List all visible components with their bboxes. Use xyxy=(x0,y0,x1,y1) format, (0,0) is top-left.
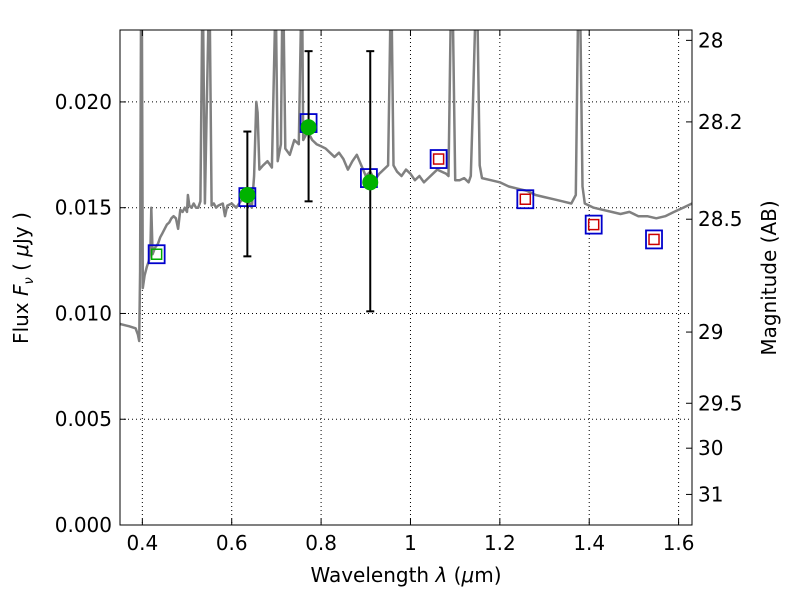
x-axis-label: Wavelength λ (μm) xyxy=(310,563,501,587)
model-flux-square xyxy=(516,189,535,210)
mag-tick-label: 31 xyxy=(698,482,723,506)
x-tick-label: 1.4 xyxy=(573,531,605,555)
mag-tick-label: 30 xyxy=(698,436,723,460)
inner-flux-square xyxy=(432,153,445,165)
y-tick-label: 0.010 xyxy=(55,301,112,325)
mag-tick-label: 29 xyxy=(698,320,723,344)
inner-flux-square xyxy=(587,218,600,231)
model-flux-square xyxy=(645,229,663,250)
inner-flux-square xyxy=(150,248,163,260)
plot-background xyxy=(120,30,692,525)
x-tick-label: 0.6 xyxy=(216,531,248,555)
observed-flux-point xyxy=(239,187,256,203)
inner-flux-square xyxy=(648,233,660,246)
model-flux-square xyxy=(429,149,448,169)
x-tick-label: 1 xyxy=(404,531,417,555)
model-flux-square xyxy=(584,214,603,235)
observed-flux-point xyxy=(300,119,317,136)
ticks: 0.4 0.6 0.8 1 1.2 1.4 1.6 0.000 0.005 0.010 0.015 0… xyxy=(55,28,743,555)
x-tick-label: 0.4 xyxy=(126,531,158,555)
mag-tick-label: 28.5 xyxy=(698,207,743,231)
model-flux-square xyxy=(147,244,166,265)
template-spectrum-line xyxy=(120,30,692,343)
data-layer xyxy=(120,30,692,343)
y-tick-label: 0.005 xyxy=(55,407,112,431)
y-axis-label-right: Magnitude (AB) xyxy=(757,200,781,355)
mag-tick-label: 29.5 xyxy=(698,391,743,415)
mag-tick-label: 28 xyxy=(698,28,723,52)
x-tick-label: 1.6 xyxy=(663,531,695,555)
x-tick-label: 0.8 xyxy=(305,531,337,555)
x-tick-label: 1.2 xyxy=(484,531,516,555)
y-tick-label: 0.020 xyxy=(55,90,112,114)
inner-flux-square xyxy=(519,193,532,205)
plot-frame xyxy=(119,29,693,526)
y-tick-label: 0.000 xyxy=(55,513,112,537)
mag-tick-label: 28.2 xyxy=(698,110,743,134)
observed-flux-point xyxy=(362,174,379,191)
y-axis-label-left: Flux Fν ( μJy ) xyxy=(9,212,37,344)
y-tick-label: 0.015 xyxy=(55,196,112,220)
